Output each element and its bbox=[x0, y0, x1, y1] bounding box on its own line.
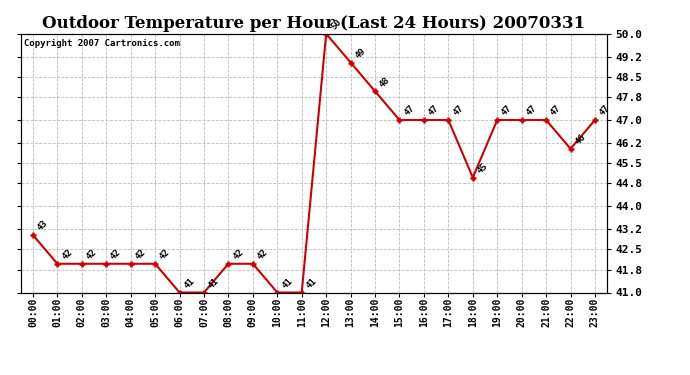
Text: 47: 47 bbox=[500, 104, 514, 118]
Text: 47: 47 bbox=[426, 104, 441, 118]
Text: Copyright 2007 Cartronics.com: Copyright 2007 Cartronics.com bbox=[23, 39, 179, 48]
Text: 42: 42 bbox=[60, 248, 74, 262]
Text: 48: 48 bbox=[378, 75, 392, 89]
Text: 41: 41 bbox=[280, 276, 294, 290]
Text: 42: 42 bbox=[133, 248, 148, 262]
Text: 47: 47 bbox=[451, 104, 465, 118]
Text: 45: 45 bbox=[475, 161, 489, 176]
Text: 42: 42 bbox=[231, 248, 245, 262]
Text: 42: 42 bbox=[109, 248, 123, 262]
Text: 47: 47 bbox=[549, 104, 563, 118]
Text: 46: 46 bbox=[573, 133, 587, 147]
Text: 42: 42 bbox=[85, 248, 99, 262]
Text: 47: 47 bbox=[598, 104, 612, 118]
Text: 41: 41 bbox=[182, 276, 196, 290]
Text: 50: 50 bbox=[329, 18, 343, 32]
Text: 42: 42 bbox=[158, 248, 172, 262]
Title: Outdoor Temperature per Hour (Last 24 Hours) 20070331: Outdoor Temperature per Hour (Last 24 Ho… bbox=[42, 15, 586, 32]
Text: 49: 49 bbox=[353, 46, 367, 60]
Text: 41: 41 bbox=[207, 276, 221, 290]
Text: 43: 43 bbox=[36, 219, 50, 233]
Text: 42: 42 bbox=[255, 248, 270, 262]
Text: 41: 41 bbox=[304, 276, 319, 290]
Text: 47: 47 bbox=[402, 104, 416, 118]
Text: 47: 47 bbox=[524, 104, 538, 118]
